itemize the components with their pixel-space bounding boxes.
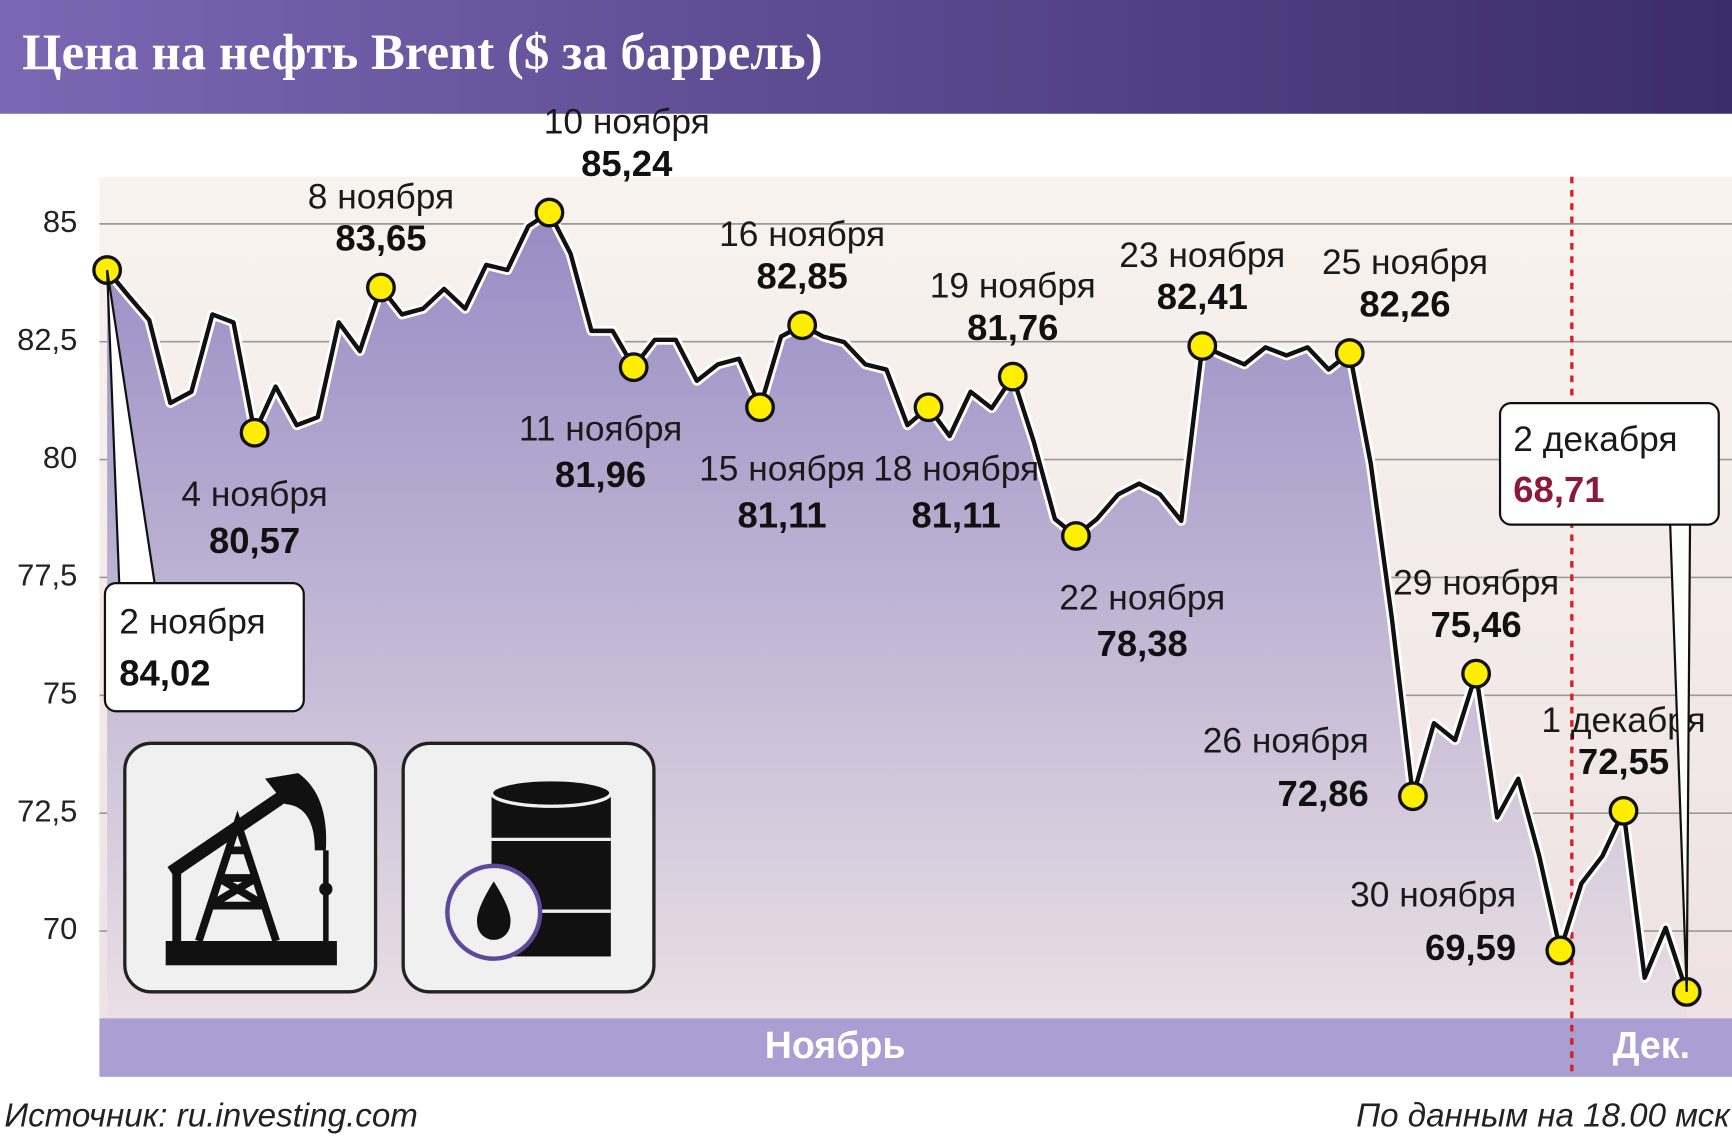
y-tick-label: 80 <box>43 440 77 475</box>
date-label: 30 ноября <box>1350 876 1516 915</box>
date-label: 15 ноября <box>699 450 865 489</box>
date-label: 18 ноября <box>873 450 1039 489</box>
value-label: 83,65 <box>335 218 426 259</box>
y-tick-label: 75 <box>43 676 77 711</box>
price-line <box>105 210 1689 993</box>
point-marker <box>618 352 649 383</box>
month-label: Дек. <box>1613 1024 1690 1066</box>
date-label: 2 декабря <box>1513 420 1677 459</box>
point-marker <box>1608 795 1639 826</box>
chart-title: Цена на нефть Brent ($ за баррель) <box>22 24 823 80</box>
date-label: 11 ноября <box>519 410 682 449</box>
value-label: 72,55 <box>1578 741 1669 782</box>
point-marker <box>239 417 270 448</box>
value-label: 84,02 <box>119 653 210 694</box>
date-label: 29 ноября <box>1393 564 1559 603</box>
label-box <box>1498 402 1720 526</box>
value-label: 82,41 <box>1157 276 1248 317</box>
value-label: 82,26 <box>1359 283 1450 324</box>
point-marker <box>1545 935 1576 966</box>
date-label: 23 ноября <box>1119 236 1285 275</box>
y-tick-label: 85 <box>43 204 77 239</box>
date-label: 2 ноября <box>119 602 265 641</box>
date-label: 25 ноября <box>1322 243 1488 282</box>
point-marker <box>1461 658 1492 689</box>
point-marker <box>366 272 396 303</box>
point-marker <box>534 197 565 228</box>
month-label: Ноябрь <box>765 1024 906 1066</box>
point-marker <box>913 392 944 423</box>
date-label: 10 ноября <box>544 103 710 142</box>
date-label: 8 ноября <box>308 177 454 216</box>
note: По данным на 18.00 мск <box>1356 1097 1731 1134</box>
date-label: 22 ноября <box>1059 578 1225 617</box>
value-label: 81,11 <box>738 494 827 535</box>
value-label: 80,57 <box>209 520 300 561</box>
point-marker <box>997 361 1028 392</box>
date-label: 26 ноября <box>1203 722 1369 761</box>
point-marker <box>1398 781 1428 812</box>
source: Источник: ru.investing.com <box>4 1097 417 1134</box>
line-layer <box>92 197 1702 1007</box>
value-label: 69,59 <box>1425 927 1516 968</box>
point-marker <box>1334 338 1365 368</box>
value-label: 85,24 <box>581 143 673 184</box>
y-tick-label: 77,5 <box>17 558 77 593</box>
value-label: 78,38 <box>1097 623 1188 664</box>
value-label: 68,71 <box>1513 469 1604 510</box>
point-marker <box>745 392 775 423</box>
pump-icon <box>123 741 378 994</box>
month-band <box>99 1018 1732 1077</box>
value-label: 81,76 <box>967 307 1058 348</box>
value-label: 82,85 <box>757 255 848 296</box>
value-label: 75,46 <box>1431 604 1522 645</box>
point-marker <box>787 310 818 341</box>
barrel-icon <box>401 741 656 994</box>
value-label: 72,86 <box>1278 773 1369 814</box>
label-box <box>103 582 305 713</box>
y-tick-label: 82,5 <box>17 322 77 357</box>
header-bar <box>0 0 1732 114</box>
y-tick-label: 72,5 <box>17 793 77 828</box>
point-marker <box>1061 521 1091 551</box>
value-label: 81,96 <box>555 454 646 495</box>
y-tick-label: 70 <box>43 911 77 946</box>
point-marker <box>1187 331 1218 361</box>
date-label: 19 ноября <box>930 267 1096 306</box>
date-label: 4 ноября <box>181 475 327 514</box>
value-label: 81,11 <box>912 494 1001 535</box>
date-label: 16 ноября <box>719 215 885 254</box>
